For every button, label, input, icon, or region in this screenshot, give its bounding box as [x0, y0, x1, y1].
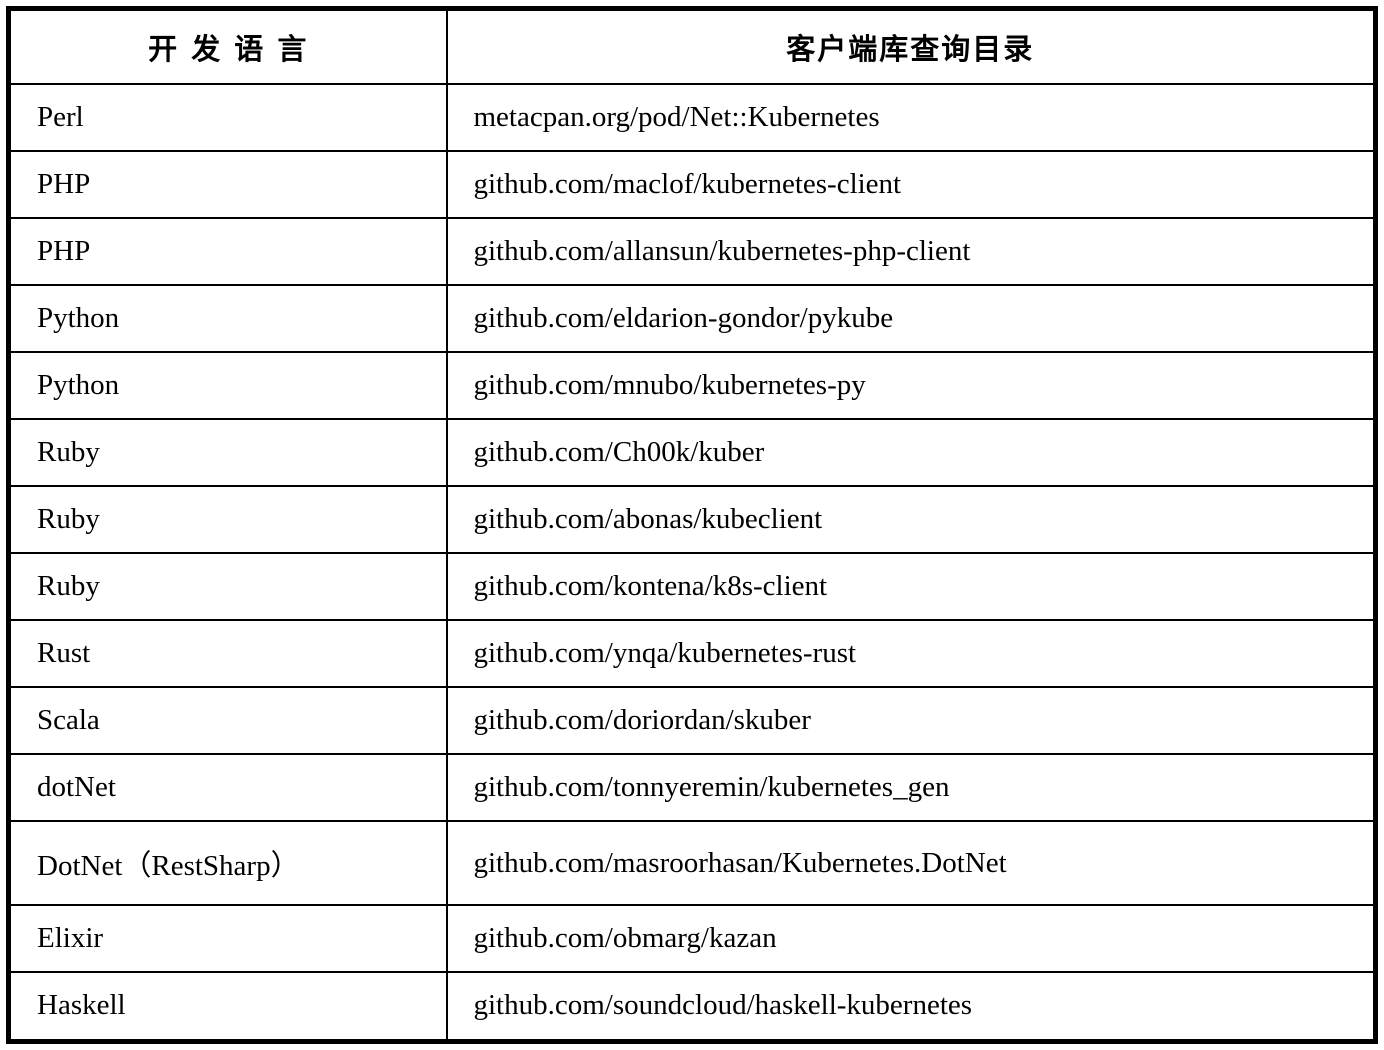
directory-cell: github.com/obmarg/kazan: [445, 903, 1377, 973]
directory-cell: github.com/ynqa/kubernetes-rust: [445, 619, 1377, 689]
table-row: Python github.com/mnubo/kubernetes-py: [7, 351, 1377, 421]
language-cell: Ruby: [7, 552, 448, 622]
column-header-directory: 客户端库查询目录: [445, 7, 1377, 85]
directory-cell: github.com/mnubo/kubernetes-py: [445, 351, 1377, 421]
language-cell: Ruby: [7, 485, 448, 555]
directory-cell: github.com/tonnyeremin/kubernetes_gen: [445, 753, 1377, 823]
language-cell: Python: [7, 351, 448, 421]
language-cell: Rust: [7, 619, 448, 689]
language-cell: dotNet: [7, 753, 448, 823]
language-cell: Ruby: [7, 418, 448, 488]
table-row: PHP github.com/maclof/kubernetes-client: [7, 150, 1377, 220]
table-row: Ruby github.com/kontena/k8s-client: [7, 552, 1377, 622]
table-row: Haskell github.com/soundcloud/haskell-kub…: [7, 970, 1377, 1043]
directory-cell: metacpan.org/pod/Net::Kubernetes: [445, 82, 1377, 153]
table-row: Ruby github.com/abonas/kubeclient: [7, 485, 1377, 555]
language-cell: PHP: [7, 217, 448, 287]
directory-cell: github.com/allansun/kubernetes-php-clien…: [445, 217, 1377, 287]
language-cell: DotNet（RestSharp）: [7, 820, 448, 906]
language-cell: Haskell: [7, 970, 448, 1043]
header-row: 开 发 语 言 客户端库查询目录: [7, 7, 1377, 85]
table-row: Rust github.com/ynqa/kubernetes-rust: [7, 619, 1377, 689]
table-row: dotNet github.com/tonnyeremin/kubernetes_…: [7, 753, 1377, 823]
directory-cell: github.com/soundcloud/haskell-kubernetes: [445, 970, 1377, 1043]
directory-cell: github.com/masroorhasan/Kubernetes.DotNe…: [445, 820, 1377, 906]
language-cell: PHP: [7, 150, 448, 220]
language-cell: Scala: [7, 686, 448, 756]
language-cell: Elixir: [7, 903, 448, 973]
table-row: Scala github.com/doriordan/skuber: [7, 686, 1377, 756]
directory-cell: github.com/abonas/kubeclient: [445, 485, 1377, 555]
client-libraries-table: 开 发 语 言 客户端库查询目录 Perl metacpan.org/pod/Ne…: [6, 6, 1378, 1044]
column-header-language: 开 发 语 言: [7, 7, 448, 85]
table-row: Perl metacpan.org/pod/Net::Kubernetes: [7, 82, 1377, 153]
language-cell: Perl: [7, 82, 448, 153]
language-cell: Python: [7, 284, 448, 354]
directory-cell: github.com/doriordan/skuber: [445, 686, 1377, 756]
table-row: Elixir github.com/obmarg/kazan: [7, 903, 1377, 973]
directory-cell: github.com/eldarion-gondor/pykube: [445, 284, 1377, 354]
table-row: Python github.com/eldarion-gondor/pykube: [7, 284, 1377, 354]
directory-cell: github.com/Ch00k/kuber: [445, 418, 1377, 488]
table-row: DotNet（RestSharp） github.com/masroorhasan…: [7, 820, 1377, 906]
directory-cell: github.com/kontena/k8s-client: [445, 552, 1377, 622]
table-row: Ruby github.com/Ch00k/kuber: [7, 418, 1377, 488]
directory-cell: github.com/maclof/kubernetes-client: [445, 150, 1377, 220]
table-row: PHP github.com/allansun/kubernetes-php-cl…: [7, 217, 1377, 287]
table-body: Perl metacpan.org/pod/Net::Kubernetes PHP g…: [7, 82, 1377, 1043]
